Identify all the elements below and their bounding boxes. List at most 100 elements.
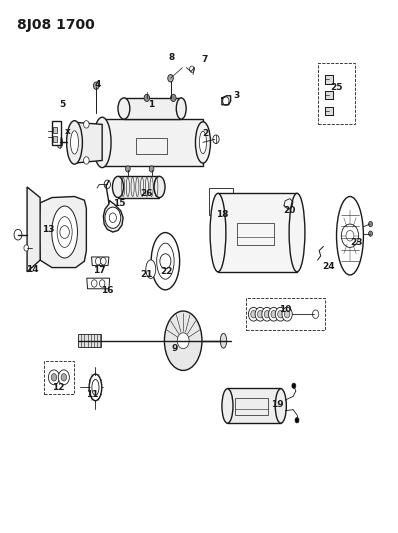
Circle shape (14, 229, 22, 240)
Ellipse shape (93, 117, 111, 167)
Text: 11: 11 (86, 390, 99, 399)
Bar (318, 63, 355, 124)
Circle shape (171, 94, 176, 102)
Text: 13: 13 (42, 225, 54, 234)
Text: 17: 17 (93, 266, 106, 275)
Circle shape (341, 224, 359, 247)
Text: 8J08 1700: 8J08 1700 (17, 18, 95, 33)
Bar (234, 398, 268, 415)
Ellipse shape (337, 197, 363, 275)
Circle shape (92, 280, 97, 287)
Circle shape (24, 245, 29, 251)
Circle shape (219, 198, 224, 205)
Ellipse shape (57, 216, 72, 247)
Circle shape (255, 308, 265, 321)
Ellipse shape (199, 131, 207, 154)
Bar (52, 120, 60, 144)
Text: 10: 10 (279, 305, 291, 314)
Bar (102, 119, 203, 166)
Circle shape (84, 120, 89, 128)
Circle shape (49, 370, 59, 385)
Polygon shape (74, 122, 102, 163)
Text: 21: 21 (140, 270, 153, 279)
Ellipse shape (151, 232, 179, 290)
Circle shape (125, 166, 130, 172)
Ellipse shape (210, 193, 226, 272)
Ellipse shape (222, 389, 233, 423)
Text: 8: 8 (168, 53, 174, 62)
Circle shape (282, 308, 292, 321)
Bar (236, 223, 274, 245)
Polygon shape (103, 200, 123, 232)
Circle shape (105, 207, 121, 228)
Bar (44, 361, 74, 394)
Polygon shape (27, 187, 40, 272)
Circle shape (96, 257, 101, 265)
Bar (78, 334, 101, 347)
Ellipse shape (289, 193, 305, 272)
Text: 15: 15 (113, 199, 125, 208)
Circle shape (312, 310, 319, 318)
Ellipse shape (52, 206, 78, 258)
Ellipse shape (89, 374, 102, 401)
Circle shape (144, 94, 150, 102)
Text: x: x (65, 127, 71, 136)
Text: 23: 23 (350, 238, 363, 247)
Ellipse shape (157, 243, 174, 279)
Bar (246, 298, 326, 330)
Circle shape (149, 166, 154, 172)
Ellipse shape (118, 98, 130, 119)
Ellipse shape (275, 389, 286, 423)
Circle shape (275, 308, 285, 321)
Circle shape (109, 213, 116, 222)
Polygon shape (325, 75, 334, 84)
Circle shape (94, 82, 99, 90)
Text: 25: 25 (330, 83, 343, 92)
Bar (218, 193, 297, 272)
Text: 20: 20 (283, 206, 295, 215)
Circle shape (264, 311, 270, 318)
Circle shape (223, 97, 229, 106)
Bar (53, 126, 57, 133)
Circle shape (104, 180, 111, 189)
Text: 4: 4 (95, 80, 101, 89)
Circle shape (269, 308, 279, 321)
Circle shape (100, 280, 105, 287)
Ellipse shape (70, 131, 78, 154)
Text: 18: 18 (216, 210, 228, 219)
Circle shape (177, 333, 189, 349)
Polygon shape (92, 257, 109, 265)
Text: 5: 5 (60, 100, 66, 109)
Bar (209, 188, 233, 215)
Circle shape (295, 418, 299, 423)
Text: 22: 22 (160, 268, 173, 276)
Circle shape (101, 257, 106, 265)
Polygon shape (325, 91, 334, 100)
Ellipse shape (220, 333, 227, 348)
Ellipse shape (146, 260, 156, 278)
Polygon shape (87, 278, 110, 289)
Text: 9: 9 (171, 344, 178, 353)
Ellipse shape (57, 136, 62, 148)
Circle shape (61, 374, 66, 381)
Bar (136, 138, 168, 154)
Ellipse shape (164, 311, 202, 370)
Text: 3: 3 (233, 91, 240, 100)
Bar (53, 135, 57, 142)
Ellipse shape (113, 176, 123, 198)
Circle shape (51, 374, 57, 381)
Text: 2: 2 (202, 130, 208, 139)
Circle shape (189, 66, 194, 72)
Circle shape (251, 311, 256, 318)
Bar (118, 176, 160, 198)
Circle shape (292, 383, 296, 389)
Circle shape (271, 311, 277, 318)
Ellipse shape (195, 122, 211, 163)
Circle shape (84, 157, 89, 164)
Bar (124, 98, 181, 119)
Text: 19: 19 (271, 400, 283, 409)
Circle shape (248, 308, 259, 321)
Circle shape (278, 311, 283, 318)
Ellipse shape (66, 120, 82, 164)
Circle shape (369, 221, 373, 227)
